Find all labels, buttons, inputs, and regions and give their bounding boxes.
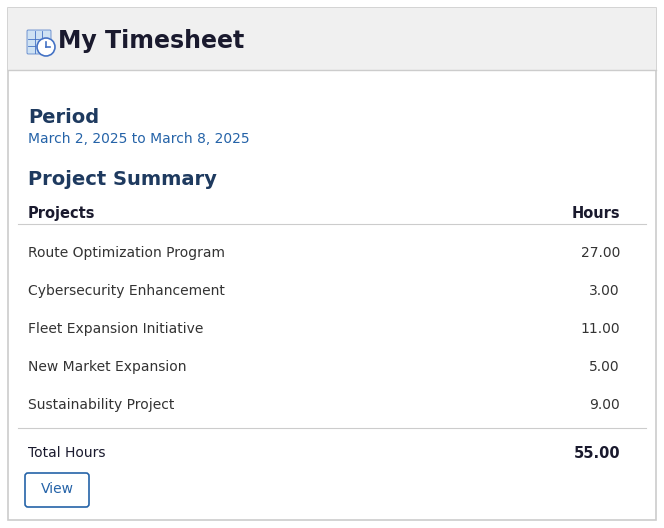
Text: 9.00: 9.00 <box>589 398 620 412</box>
Text: Project Summary: Project Summary <box>28 170 217 189</box>
Text: March 2, 2025 to March 8, 2025: March 2, 2025 to March 8, 2025 <box>28 132 250 146</box>
Text: 11.00: 11.00 <box>580 322 620 336</box>
Text: View: View <box>41 482 74 496</box>
Text: Total Hours: Total Hours <box>28 446 106 460</box>
Text: My Timesheet: My Timesheet <box>58 29 244 53</box>
Text: New Market Expansion: New Market Expansion <box>28 360 187 374</box>
Text: Projects: Projects <box>28 206 96 221</box>
Text: 5.00: 5.00 <box>590 360 620 374</box>
Text: 3.00: 3.00 <box>590 284 620 298</box>
Text: Fleet Expansion Initiative: Fleet Expansion Initiative <box>28 322 203 336</box>
Text: 55.00: 55.00 <box>574 446 620 461</box>
Circle shape <box>37 38 55 56</box>
FancyBboxPatch shape <box>8 8 656 70</box>
FancyBboxPatch shape <box>27 30 51 54</box>
FancyBboxPatch shape <box>8 8 656 520</box>
Text: 27.00: 27.00 <box>580 246 620 260</box>
FancyBboxPatch shape <box>25 473 89 507</box>
Text: Sustainability Project: Sustainability Project <box>28 398 175 412</box>
Text: Cybersecurity Enhancement: Cybersecurity Enhancement <box>28 284 225 298</box>
Text: Period: Period <box>28 108 99 127</box>
Text: Route Optimization Program: Route Optimization Program <box>28 246 225 260</box>
Text: Hours: Hours <box>572 206 620 221</box>
